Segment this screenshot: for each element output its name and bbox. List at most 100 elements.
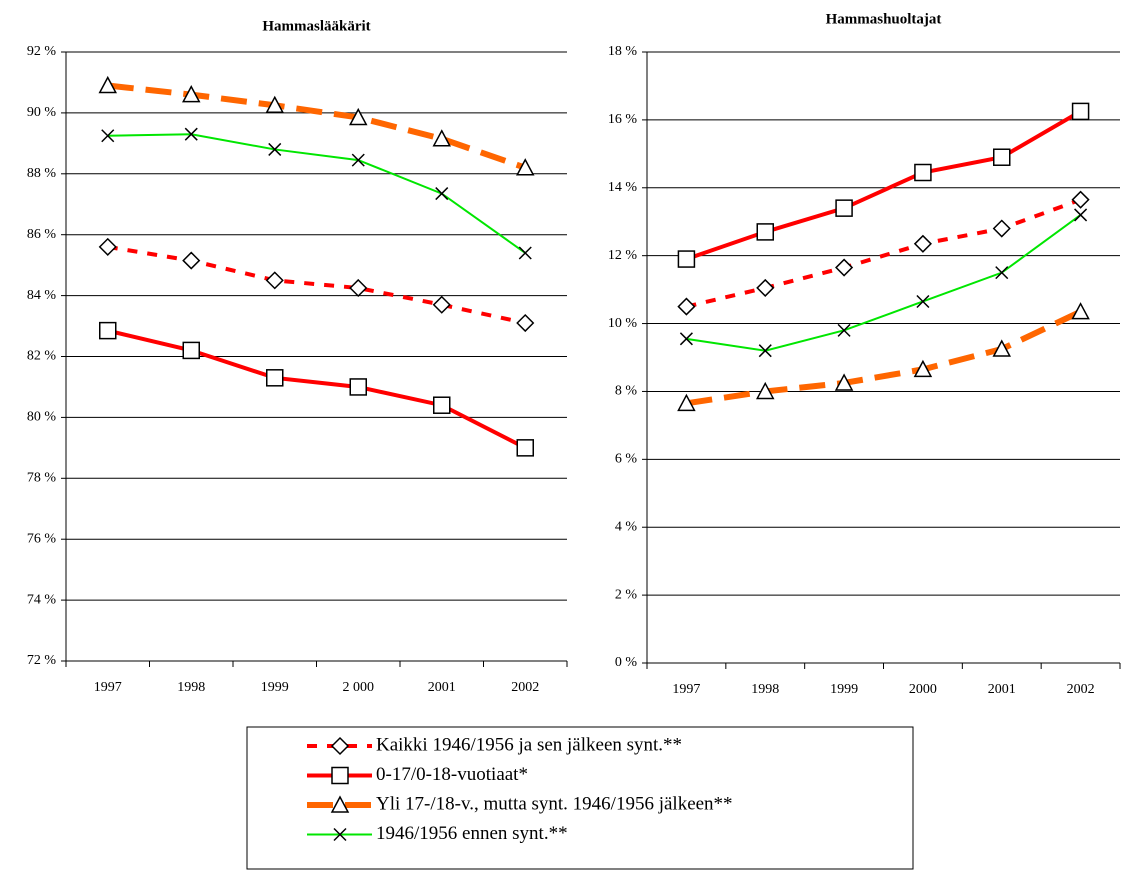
point-marker <box>679 332 693 346</box>
point-marker <box>758 344 772 358</box>
x-tick-label: 1997 <box>672 682 700 697</box>
y-tick-label: 6 % <box>615 452 638 467</box>
series-line <box>107 82 527 171</box>
point-marker <box>265 95 284 114</box>
point-marker <box>834 373 854 391</box>
x-tick-label: 2000 <box>909 682 937 697</box>
point-marker <box>1071 302 1090 320</box>
series-line <box>107 133 526 254</box>
y-tick-label: 10 % <box>608 316 638 331</box>
legend-marker <box>330 736 350 756</box>
point-marker <box>516 313 535 333</box>
y-tick-label: 90 % <box>27 105 57 120</box>
point-marker <box>1074 208 1088 222</box>
point-marker <box>432 129 451 147</box>
x-tick-label: 1999 <box>830 682 858 697</box>
x-tick-label: 1998 <box>751 682 779 697</box>
x-tick-label: 2002 <box>1067 682 1095 697</box>
point-marker <box>677 297 696 316</box>
point-marker <box>268 142 282 156</box>
legend-marker <box>330 795 350 813</box>
series-line <box>685 197 1082 309</box>
point-marker <box>516 439 534 457</box>
point-marker <box>756 381 775 400</box>
point-marker <box>677 393 696 412</box>
point-marker <box>835 258 854 277</box>
point-marker <box>916 294 930 309</box>
point-marker <box>435 187 449 201</box>
point-marker <box>992 219 1011 238</box>
y-tick-label: 88 % <box>27 166 57 181</box>
series-line <box>685 109 1082 261</box>
chart-title: Hammaslääkärit <box>262 18 370 34</box>
point-marker <box>432 295 451 314</box>
y-tick-label: 8 % <box>615 384 638 399</box>
y-tick-label: 80 % <box>27 410 57 425</box>
point-marker <box>993 148 1011 166</box>
legend-label: Kaikki 1946/1956 ja sen jälkeen synt.** <box>376 734 682 755</box>
legend-label: 0-17/0-18-vuotiaat* <box>376 764 528 785</box>
y-tick-label: 86 % <box>27 227 57 242</box>
point-marker <box>913 234 932 253</box>
x-tick-label: 2002 <box>511 680 539 695</box>
point-marker <box>677 250 696 268</box>
point-marker <box>349 107 368 126</box>
point-marker <box>182 251 201 270</box>
point-marker <box>265 271 284 290</box>
point-marker <box>266 369 284 387</box>
x-tick-label: 1999 <box>261 680 289 695</box>
series-line <box>107 328 527 450</box>
legend-label: Yli 17-/18-v., mutta synt. 1946/1956 jäl… <box>376 793 733 814</box>
y-tick-label: 82 % <box>27 349 57 364</box>
point-marker <box>98 75 117 94</box>
point-marker <box>516 158 535 176</box>
point-marker <box>351 153 365 167</box>
point-marker <box>99 321 117 340</box>
point-marker <box>349 278 368 298</box>
point-marker <box>433 396 451 414</box>
y-tick-label: 74 % <box>27 592 57 607</box>
y-tick-label: 14 % <box>608 180 638 195</box>
point-marker <box>914 163 932 182</box>
y-tick-label: 4 % <box>615 519 638 534</box>
y-tick-label: 16 % <box>608 112 638 127</box>
series-line <box>107 244 526 325</box>
point-marker <box>756 278 775 297</box>
x-tick-label: 2001 <box>428 680 456 695</box>
y-tick-label: 76 % <box>27 531 57 546</box>
y-tick-label: 78 % <box>27 471 57 486</box>
x-tick-label: 1998 <box>177 680 205 695</box>
series-line <box>685 308 1082 407</box>
point-marker <box>184 127 198 141</box>
legend-box <box>246 726 914 870</box>
y-tick-label: 72 % <box>27 653 57 668</box>
point-marker <box>182 85 201 103</box>
y-tick-label: 18 % <box>608 44 638 59</box>
point-marker <box>913 359 933 378</box>
legend-label: 1946/1956 ennen synt.** <box>376 823 568 844</box>
y-tick-label: 92 % <box>27 44 57 59</box>
point-marker <box>756 223 774 241</box>
y-tick-label: 12 % <box>608 248 638 263</box>
y-tick-label: 0 % <box>615 655 638 670</box>
point-marker <box>992 339 1011 357</box>
point-marker <box>101 129 115 143</box>
point-marker <box>1071 190 1090 209</box>
point-marker <box>349 378 367 396</box>
point-marker <box>182 341 200 360</box>
y-tick-label: 2 % <box>615 587 638 602</box>
point-marker <box>518 246 532 260</box>
point-marker <box>837 323 851 337</box>
point-marker <box>835 199 853 217</box>
y-tick-label: 84 % <box>27 288 57 303</box>
point-marker <box>98 237 117 256</box>
chart-title: Hammashuoltajat <box>826 11 942 27</box>
legend-marker <box>333 827 347 842</box>
series-line <box>686 214 1082 352</box>
x-tick-label: 1997 <box>94 680 122 695</box>
legend-marker <box>331 766 349 785</box>
x-tick-label: 2001 <box>988 682 1016 697</box>
x-tick-label: 2 000 <box>343 680 375 695</box>
point-marker <box>995 266 1009 280</box>
